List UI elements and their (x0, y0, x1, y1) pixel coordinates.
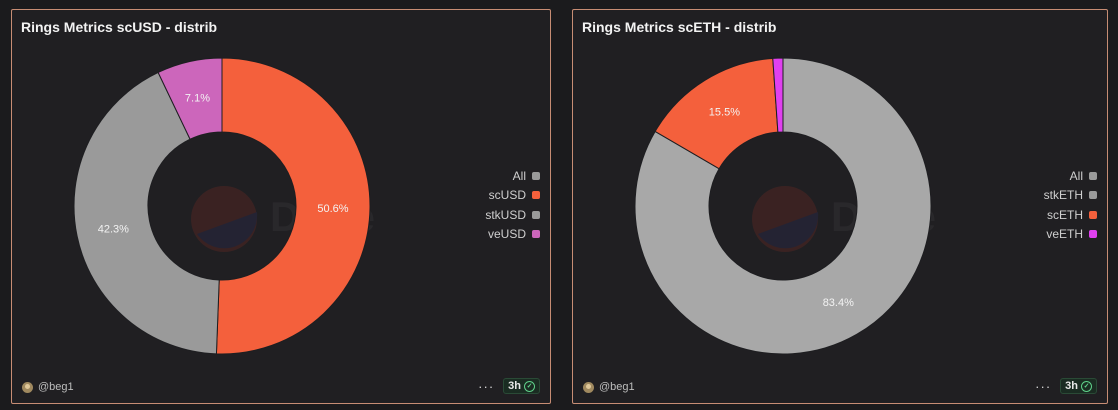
refresh-age: 3h (1065, 380, 1078, 392)
author-name: @beg1 (38, 381, 74, 393)
legend-swatch (532, 210, 540, 219)
slice-label: 15.5% (709, 107, 740, 119)
legend-label: stkETH (1043, 188, 1083, 203)
chart-panel-sceth: Rings Metrics scETH - distrib Dune83.4%1… (572, 9, 1108, 404)
chart-title: Rings Metrics scETH - distrib (582, 19, 777, 35)
slice-label: 7.1% (185, 93, 210, 105)
legend-item-sceth[interactable]: scETH (1047, 205, 1097, 225)
author-info[interactable]: @beg1 (22, 381, 74, 393)
legend-item-stketh[interactable]: stkETH (1044, 186, 1097, 206)
legend-label: scETH (1047, 207, 1083, 222)
avatar (583, 381, 594, 393)
more-options-icon[interactable]: ··· (478, 378, 495, 394)
donut-slice-veusd[interactable] (157, 57, 223, 140)
legend-label: All (1069, 168, 1083, 183)
legend-swatch (1089, 230, 1097, 239)
chart-panel-scusd: Rings Metrics scUSD - distrib Dune50.6%4… (11, 9, 551, 404)
donut-slice-veeth[interactable] (772, 57, 784, 133)
panel-footer-actions: ··· 3h ✓ (478, 378, 540, 394)
legend-label: veETH (1046, 227, 1083, 242)
donut-slice-scusd[interactable] (215, 57, 371, 355)
panel-footer-actions: ··· 3h ✓ (1035, 378, 1097, 394)
legend-swatch (1089, 210, 1097, 219)
donut-chart-scusd: Dune50.6%42.3%7.1% (73, 57, 375, 355)
check-circle-icon: ✓ (524, 380, 535, 392)
slice-label: 50.6% (317, 203, 348, 215)
check-circle-icon: ✓ (1081, 380, 1092, 392)
slice-label: 83.4% (823, 297, 854, 309)
avatar (22, 381, 33, 393)
donut-slice-stketh[interactable] (634, 57, 932, 355)
author-info[interactable]: @beg1 (583, 381, 635, 393)
refresh-age-badge[interactable]: 3h ✓ (503, 378, 540, 394)
legend-label: scUSD (488, 188, 526, 203)
legend-label: stkUSD (485, 207, 526, 222)
author-name: @beg1 (599, 381, 635, 393)
legend-item-veeth[interactable]: veETH (1046, 225, 1097, 245)
legend-label: All (512, 168, 526, 183)
legend-item-all[interactable]: All (513, 166, 540, 186)
donut-chart-sceth: Dune83.4%15.5% (634, 57, 936, 355)
more-options-icon[interactable]: ··· (1035, 378, 1052, 394)
legend-swatch (1089, 191, 1097, 200)
legend-item-stkusd[interactable]: stkUSD (485, 205, 540, 225)
chart-title: Rings Metrics scUSD - distrib (21, 19, 218, 35)
legend-swatch (532, 230, 540, 239)
legend-item-scusd[interactable]: scUSD (489, 186, 540, 206)
legend-swatch (532, 191, 540, 200)
legend-swatch (532, 171, 540, 180)
refresh-age-badge[interactable]: 3h ✓ (1060, 378, 1097, 394)
legend-item-all[interactable]: All (1070, 166, 1097, 186)
donut-slice-stkusd[interactable] (73, 71, 220, 355)
refresh-age: 3h (508, 380, 521, 392)
legend-label: veUSD (487, 227, 526, 242)
legend-item-veusd[interactable]: veUSD (488, 225, 540, 245)
chart-legend: All scUSD stkUSD veUSD (485, 166, 540, 244)
chart-legend: All stkETH scETH veETH (1044, 166, 1097, 244)
legend-swatch (1089, 171, 1097, 180)
slice-label: 42.3% (98, 224, 129, 236)
